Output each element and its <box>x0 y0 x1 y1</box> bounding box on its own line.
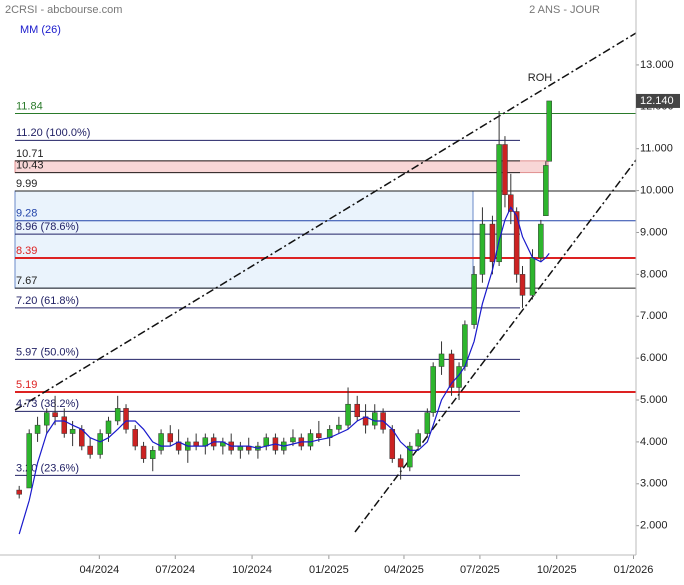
x-tick-label: 04/2025 <box>384 564 424 576</box>
level-label: 5.97 (50.0%) <box>16 346 79 358</box>
x-tick-label: 07/2024 <box>155 564 195 576</box>
level-label: 8.39 <box>16 245 37 257</box>
ma-line <box>18 206 550 535</box>
candle-body <box>149 450 156 459</box>
x-tick-label: 07/2025 <box>460 564 500 576</box>
candle-body <box>508 194 514 212</box>
candle-body <box>69 429 76 434</box>
candle-body <box>123 408 129 430</box>
candle-body <box>87 445 93 455</box>
candle-body <box>132 429 138 447</box>
level-label: 10.43 <box>16 159 44 171</box>
candle-body <box>354 403 360 418</box>
chart-subtitle: 2 ANS - JOUR <box>529 4 600 16</box>
candle-body <box>372 412 378 426</box>
candle-body <box>26 433 32 489</box>
x-tick-label: 01/2026 <box>614 564 654 576</box>
y-tick-label: 7.000 <box>640 310 668 322</box>
candle-body <box>16 489 22 495</box>
trend-line <box>14 32 637 411</box>
level-label: 7.67 <box>16 275 37 287</box>
trend-line <box>354 159 637 533</box>
candle-body <box>546 100 552 162</box>
candle-body <box>140 445 147 459</box>
annotation: ROH <box>528 72 553 84</box>
candle-body <box>158 433 164 451</box>
y-tick-label: 5.000 <box>640 394 668 406</box>
level-band <box>14 190 474 289</box>
price-box <box>636 93 680 108</box>
y-tick-label: 3.000 <box>640 478 668 490</box>
candle-body <box>167 433 174 443</box>
candle-body <box>52 412 58 418</box>
candle-body <box>43 412 50 426</box>
y-tick-label: 4.000 <box>640 436 668 448</box>
candle-body <box>345 403 351 426</box>
candle-body <box>407 445 413 468</box>
level-label: 10.71 <box>16 148 44 160</box>
candle-body <box>538 223 544 258</box>
level-label: 7.20 (61.8%) <box>16 295 79 307</box>
candle-body <box>496 144 502 263</box>
candle-body <box>263 437 270 447</box>
level-label: 5.19 <box>16 379 37 391</box>
candle-body <box>502 144 508 196</box>
candle-body <box>290 437 296 443</box>
level-label: 9.28 <box>16 208 37 220</box>
chart-title: 2CRSI - abcbourse.com <box>5 4 122 16</box>
candle-body <box>237 445 244 451</box>
candle-body <box>397 458 404 468</box>
y-tick-label: 13.000 <box>640 59 674 71</box>
candle-body <box>529 257 536 296</box>
candle-body <box>438 353 445 367</box>
y-tick-label: 10.000 <box>640 184 674 196</box>
candle-body <box>519 274 526 296</box>
candle-body <box>307 433 314 447</box>
level-label: 3.20 (23.6%) <box>16 462 79 474</box>
level-label: 11.84 <box>16 100 43 112</box>
x-tick-label: 04/2024 <box>79 564 119 576</box>
candle-body <box>34 424 41 434</box>
y-tick-label: 2.000 <box>640 520 668 532</box>
level-label: 11.20 (100.0%) <box>16 127 90 139</box>
x-tick-label: 01/2025 <box>309 564 349 576</box>
candle-body <box>479 223 486 275</box>
candle-body <box>97 433 103 455</box>
candle-body <box>61 416 68 434</box>
y-tick-label: 11.000 <box>640 143 673 155</box>
candle-body <box>471 274 477 325</box>
y-tick-label: 6.000 <box>640 352 668 364</box>
legend-entry: MM (26) <box>20 24 61 36</box>
candle-body <box>489 223 496 263</box>
candle-body <box>114 408 121 422</box>
y-tick-label: 8.000 <box>640 268 668 280</box>
candle-body <box>193 441 199 447</box>
candle-body <box>389 429 396 459</box>
x-tick-label: 10/2025 <box>537 564 577 576</box>
candle-body <box>430 366 436 413</box>
candle-body <box>415 433 421 447</box>
candle-body <box>316 433 322 438</box>
y-tick-label: 9.000 <box>640 226 668 238</box>
candle-body <box>543 165 549 216</box>
candle-body <box>424 412 431 434</box>
level-label: 9.99 <box>16 178 37 190</box>
x-tick-label: 10/2024 <box>232 564 272 576</box>
candle-body <box>448 353 455 388</box>
level-band <box>14 160 549 174</box>
candle-body <box>336 424 342 430</box>
candle-body <box>513 211 520 275</box>
level-label: 8.96 (78.6%) <box>16 221 79 233</box>
candle-body <box>105 420 112 434</box>
price-label: 12.140 <box>640 95 674 107</box>
level-label: 4.73 (38.2%) <box>16 398 79 410</box>
